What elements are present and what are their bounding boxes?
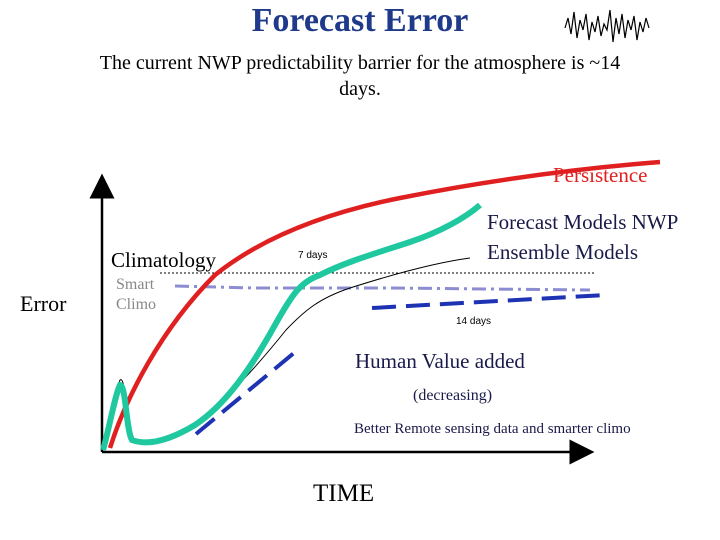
page-title: Forecast Error (251, 2, 469, 39)
smart-climo-line (174, 284, 591, 292)
forecast-models-curve (100, 202, 482, 451)
decreasing-label: (decreasing) (413, 387, 493, 404)
error-axis-label: Error (20, 291, 67, 316)
persistence-label: Persistence (553, 163, 648, 187)
ensemble-models-label: Ensemble Models (487, 240, 639, 264)
human-value-line-right (371, 293, 607, 310)
human-value-label: Human Value added (355, 349, 525, 373)
smart-climo-label-line-1: Smart (116, 276, 155, 293)
time-axis-label: TIME (313, 480, 375, 507)
climatology-label: Climatology (111, 248, 216, 272)
human-value-line-left (194, 346, 302, 436)
seismograph-squiggle-icon (564, 9, 650, 43)
smart-climo-label-line-2: Climo (116, 296, 157, 313)
fourteen-days-label: 14 days (456, 316, 492, 327)
subtitle-line-1: The current NWP predictability barrier f… (99, 52, 621, 74)
seven-days-label: 7 days (298, 250, 328, 261)
better-remote-sensing-label: Better Remote sensing data and smarter c… (354, 421, 631, 437)
subtitle-line-2: days. (339, 78, 381, 100)
forecast-models-label: Forecast Models NWP (487, 210, 679, 234)
persistence-curve (107, 159, 661, 449)
